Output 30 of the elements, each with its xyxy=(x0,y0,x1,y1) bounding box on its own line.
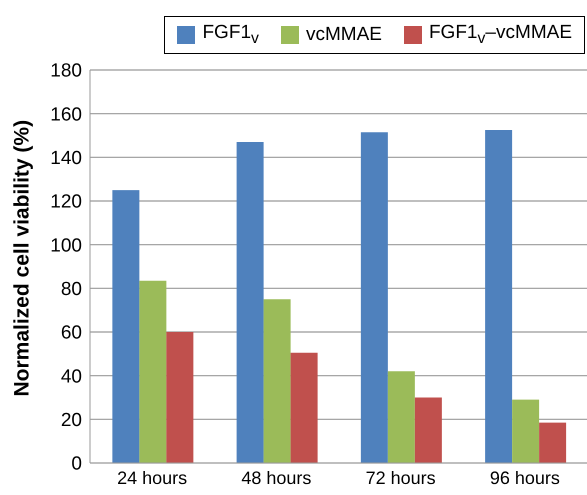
bar xyxy=(112,190,140,463)
bar xyxy=(290,352,318,463)
y-tick-label: 20 xyxy=(60,410,82,432)
y-tick-label: 160 xyxy=(50,104,82,126)
y-tick-label: 180 xyxy=(50,60,82,82)
bar xyxy=(414,398,442,463)
bar xyxy=(139,280,166,463)
y-tick-label: 80 xyxy=(60,279,82,300)
bar xyxy=(360,132,388,463)
bar xyxy=(236,142,264,463)
bar xyxy=(264,299,291,463)
y-tick-label: 0 xyxy=(71,454,82,475)
y-axis-title: Normalized cell viability (%) xyxy=(10,120,34,396)
bar xyxy=(388,371,415,463)
bar xyxy=(539,422,566,463)
bar xyxy=(166,332,194,463)
x-tick-label: 48 hours xyxy=(241,468,312,488)
y-tick-label: 40 xyxy=(60,366,82,388)
x-tick-label: 24 hours xyxy=(117,468,188,488)
legend-label: FGF1$_{v}$ xyxy=(202,22,259,48)
x-tick-label: 96 hours xyxy=(490,468,560,488)
bar xyxy=(512,400,540,463)
legend-label: FGF1$_{v}$–vcMMAE xyxy=(428,22,572,48)
bar xyxy=(485,130,512,463)
legend-label: vcMMAE xyxy=(306,24,382,46)
y-tick-label: 140 xyxy=(50,148,82,170)
y-tick-label: 100 xyxy=(50,235,82,256)
x-tick-label: 72 hours xyxy=(366,468,436,488)
y-tick-label: 120 xyxy=(50,192,82,213)
y-tick-label: 60 xyxy=(60,322,82,344)
